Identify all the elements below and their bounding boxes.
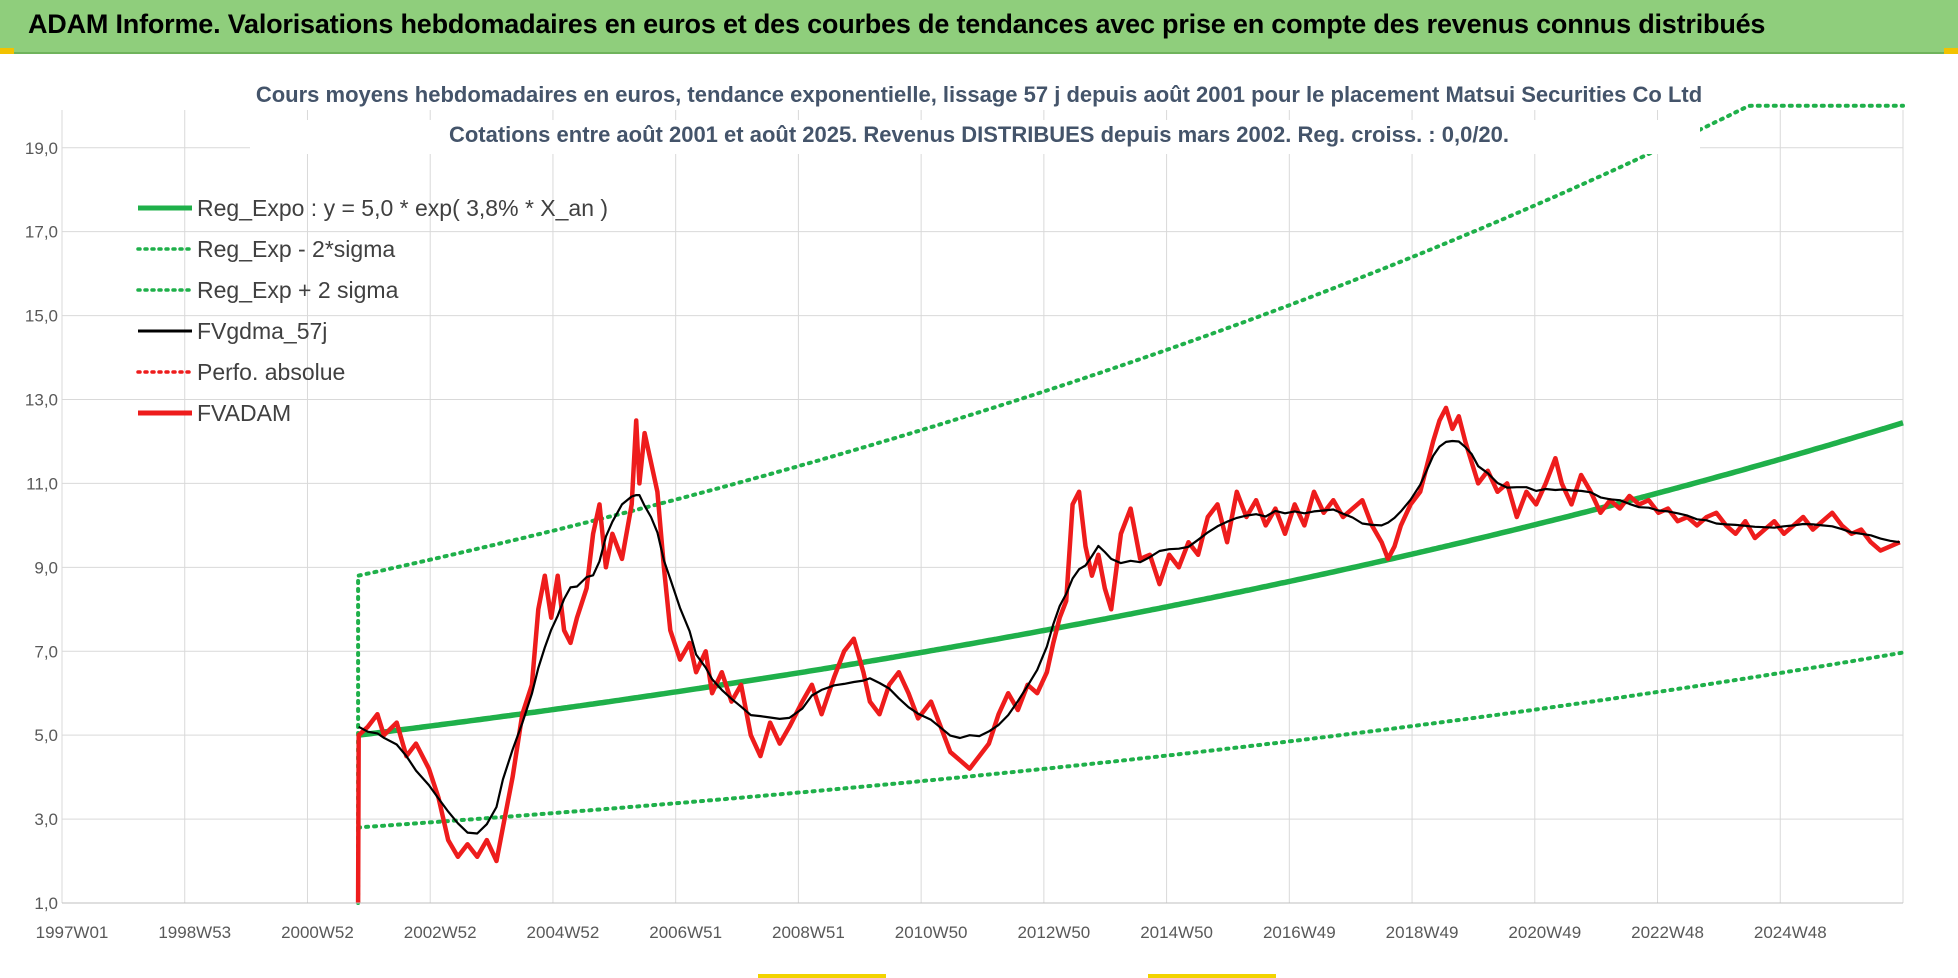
y-tick-label: 7,0 [34, 642, 58, 661]
x-tick-label: 1997W01 [36, 923, 109, 942]
y-tick-label: 5,0 [34, 726, 58, 745]
y-tick-label: 1,0 [34, 894, 58, 913]
axis-layer: 1,0 3,0 5,0 7,0 9,0 11,0 13,0 15,0 17,0 19,0 1997W… [25, 139, 1903, 942]
legend-label: FVADAM [197, 400, 291, 426]
chart-title-line-2: Cotations entre août 2001 et août 2025. … [449, 122, 1509, 147]
series-fvgdma-57j [358, 439, 1900, 835]
series-fvadam [355, 405, 1901, 904]
y-tick-label: 11,0 [26, 474, 58, 493]
x-tick-label: 2004W52 [527, 923, 600, 942]
legend-item: FVADAM [138, 400, 291, 426]
legend: Reg_Expo : y = 5,0 * exp( 3,8% * X_an ) R… [136, 195, 608, 426]
report-title: ADAM Informe. Valorisations hebdomadaire… [28, 9, 1766, 39]
corner-mark-left [0, 48, 14, 54]
series-reg-expo [357, 420, 1904, 738]
x-tick-label: 2018W49 [1386, 923, 1459, 942]
bottom-mark [1148, 974, 1276, 978]
y-tick-label: 3,0 [34, 810, 58, 829]
x-tick-label: 2008W51 [772, 923, 845, 942]
x-tick-label: 2012W50 [1017, 923, 1090, 942]
grid-layer [61, 110, 1904, 904]
title-backdrop [250, 120, 1700, 154]
corner-mark-right [1944, 48, 1958, 54]
legend-label: Reg_Exp - 2*sigma [197, 236, 395, 262]
y-tick-label: 9,0 [34, 558, 58, 577]
y-tick-label: 19,0 [25, 139, 58, 158]
report-banner: ADAM Informe. Valorisations hebdomadaire… [0, 0, 1958, 54]
legend-item: Perfo. absolue [136, 359, 345, 385]
legend-label: Reg_Expo : y = 5,0 * exp( 3,8% * X_an ) [197, 195, 608, 221]
series-reg-exp-plus-2-sigma [356, 103, 1905, 905]
series-reg-exp-minus-2-sigma [356, 650, 1905, 830]
legend-label: Perfo. absolue [197, 359, 345, 385]
y-tick-label: 17,0 [25, 223, 58, 242]
x-tick-label: 1998W53 [158, 923, 231, 942]
legend-label: FVgdma_57j [197, 318, 327, 344]
series-layer [355, 103, 1905, 905]
x-tick-label: 2014W50 [1140, 923, 1213, 942]
x-tick-label: 2022W48 [1631, 923, 1704, 942]
y-tick-label: 15,0 [25, 307, 58, 326]
legend-item: FVgdma_57j [138, 318, 327, 344]
x-tick-label: 2002W52 [404, 923, 477, 942]
x-tick-label: 2016W49 [1263, 923, 1336, 942]
legend-item: Reg_Exp + 2 sigma [136, 277, 399, 303]
x-tick-label: 2006W51 [649, 923, 722, 942]
x-tick-label: 2020W49 [1508, 923, 1581, 942]
legend-label: Reg_Exp + 2 sigma [197, 277, 399, 303]
y-tick-label: 13,0 [25, 391, 58, 410]
x-tick-label: 2000W52 [281, 923, 354, 942]
x-tick-label: 2010W50 [895, 923, 968, 942]
x-tick-label: 2024W48 [1754, 923, 1827, 942]
legend-item: Reg_Exp - 2*sigma [136, 236, 395, 262]
bottom-mark [758, 974, 886, 978]
legend-item: Reg_Expo : y = 5,0 * exp( 3,8% * X_an ) [138, 195, 608, 221]
chart-title-line-1: Cours moyens hebdomadaires en euros, ten… [256, 82, 1702, 107]
